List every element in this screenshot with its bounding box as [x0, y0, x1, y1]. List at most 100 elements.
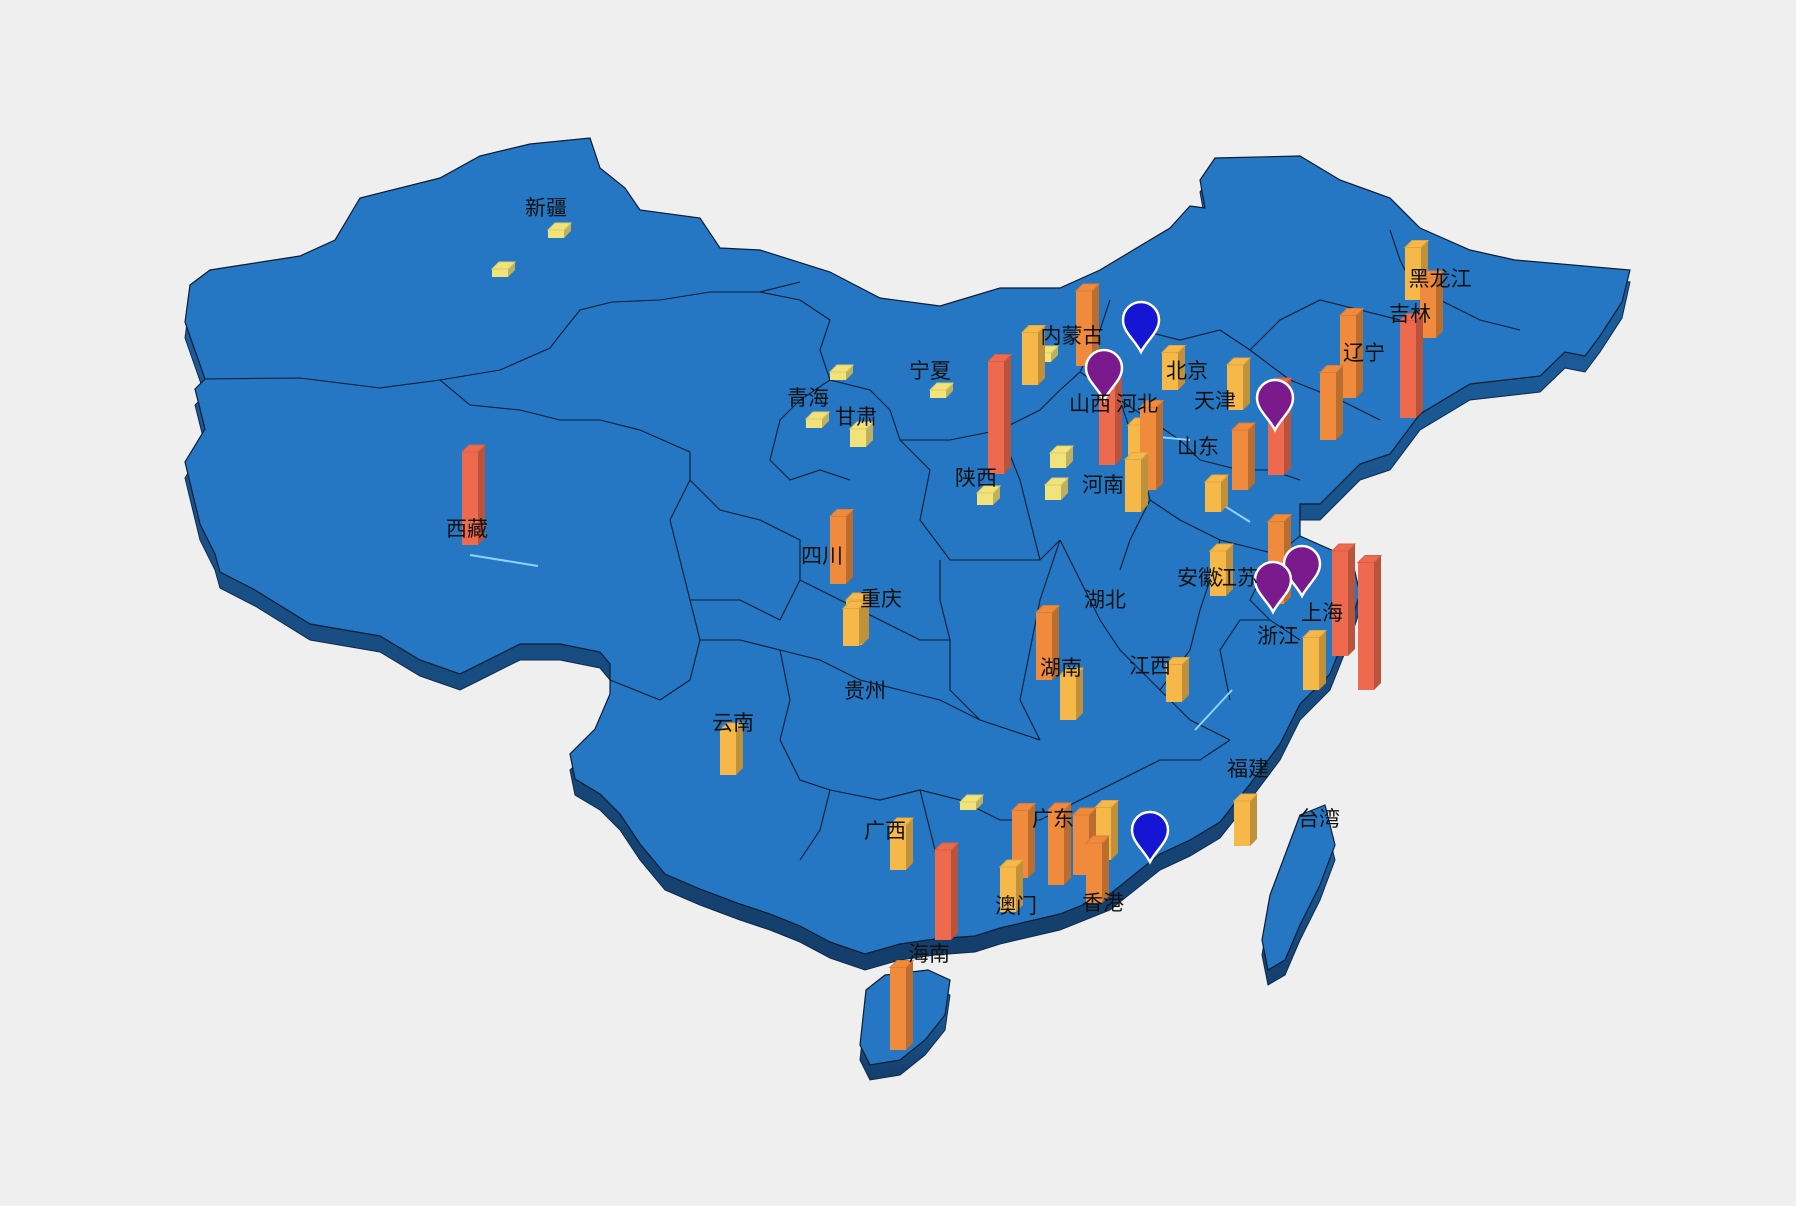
bar-front: [1086, 843, 1102, 903]
bar-top: [1123, 452, 1150, 460]
bar-neimenggu[interactable]: [1020, 325, 1047, 386]
bar-top: [1230, 422, 1257, 431]
pin-shanxi-marker[interactable]: [1084, 348, 1124, 403]
province-label-ningxia: 宁夏: [909, 359, 951, 383]
bar-side: [1356, 308, 1363, 398]
bar-sichuan[interactable]: [828, 509, 855, 585]
bar-ningxia[interactable]: [928, 382, 955, 398]
bar-henan[interactable]: [1123, 452, 1150, 513]
province-label-sichuan: 四川: [801, 544, 843, 568]
bar-side: [1348, 544, 1355, 656]
bar-tianjin[interactable]: [1225, 357, 1252, 410]
bar-top: [1208, 543, 1235, 552]
bar-zhejiang[interactable]: [1301, 630, 1328, 691]
bar-shaanxi[interactable]: [975, 485, 1002, 505]
bar-side: [1221, 475, 1228, 512]
province-label-tianjin: 天津: [1194, 389, 1236, 413]
bar-side: [1156, 400, 1163, 490]
bar-liaoning[interactable]: [1318, 365, 1345, 441]
bar-side: [906, 960, 913, 1050]
bar-shaanxi[interactable]: [986, 354, 1013, 475]
bar-shanghai[interactable]: [1330, 543, 1357, 656]
bar-shanxi[interactable]: [1048, 445, 1075, 468]
bar-anhui[interactable]: [1208, 543, 1235, 596]
bar-top: [1225, 357, 1252, 366]
bar-henan[interactable]: [1043, 477, 1070, 500]
bar-front: [1332, 551, 1348, 656]
pin-guangdong-marker[interactable]: [1130, 810, 1170, 865]
bar-liaoning[interactable]: [1338, 308, 1365, 399]
bar-front: [548, 230, 564, 238]
bar-yunnan[interactable]: [718, 722, 745, 775]
bar-top: [1418, 270, 1445, 279]
province-label-qinghai: 青海: [787, 386, 829, 410]
bar-top: [828, 509, 855, 517]
bar-guangdong[interactable]: [1046, 802, 1073, 885]
bar-guangxi[interactable]: [888, 817, 915, 870]
bar-gansu[interactable]: [848, 421, 875, 447]
province-label-hubei: 湖北: [1084, 588, 1126, 612]
bar-side: [1038, 325, 1045, 385]
province-label-gansu: 甘肃: [835, 405, 877, 429]
bar-front: [1036, 612, 1052, 680]
bar-side: [736, 723, 743, 775]
province-label-xinjiang: 新疆: [525, 196, 567, 220]
bar-top: [888, 817, 915, 826]
bar-hunan[interactable]: [1058, 667, 1085, 720]
pin-icon: [1130, 810, 1170, 865]
bar-side: [866, 422, 873, 447]
bar-top: [1203, 474, 1230, 483]
bar-top: [1138, 400, 1165, 408]
bar-xizang[interactable]: [460, 444, 487, 545]
bar-front: [1234, 801, 1250, 846]
bar-zhejiang[interactable]: [1356, 555, 1383, 691]
bar-hubei[interactable]: [1034, 605, 1061, 681]
bar-side: [846, 509, 853, 584]
bar-gansu[interactable]: [828, 364, 855, 380]
province-label-shanxi: 山西: [1069, 392, 1111, 416]
bar-side: [508, 262, 515, 277]
bar-top: [1010, 803, 1037, 811]
bar-top: [1020, 325, 1047, 333]
bar-top: [1084, 835, 1111, 844]
bar-shandong[interactable]: [1203, 474, 1230, 512]
province-label-shanghai: 上海: [1301, 601, 1343, 625]
bar-front: [890, 967, 906, 1050]
bar-hainan[interactable]: [888, 960, 915, 1051]
bar-top: [1301, 630, 1328, 638]
bar-qinghai[interactable]: [804, 411, 831, 428]
province-label-neimenggu: 内蒙古: [1041, 324, 1104, 348]
bar-top: [848, 421, 875, 430]
bar-shandong[interactable]: [1230, 422, 1257, 490]
pin-icon: [1255, 378, 1295, 433]
bar-sichuan[interactable]: [841, 601, 868, 647]
bar-front: [1227, 365, 1243, 410]
bar-fujian[interactable]: [1232, 793, 1259, 846]
bar-aomen[interactable]: [998, 859, 1025, 912]
bar-top: [841, 601, 868, 609]
bar-hainan[interactable]: [933, 842, 960, 940]
province-borders: [204, 229, 1521, 871]
bar-liaoning[interactable]: [1398, 313, 1425, 419]
bar-jilin[interactable]: [1418, 270, 1445, 338]
bar-side: [1115, 368, 1122, 465]
bar-beijing[interactable]: [1160, 345, 1187, 391]
bar-top: [1058, 667, 1085, 676]
bar-front: [1076, 291, 1092, 366]
bar-xianggang[interactable]: [1084, 835, 1111, 903]
bar-top: [1074, 283, 1101, 292]
province-label-shandong: 山东: [1177, 435, 1219, 459]
bar-xinjiang[interactable]: [490, 261, 517, 277]
bar-neimenggu[interactable]: [1074, 283, 1101, 366]
bar-jiangxi[interactable]: [1164, 657, 1191, 703]
bar-side: [1141, 452, 1148, 512]
pin-shandong-marker[interactable]: [1255, 378, 1295, 433]
bar-xinjiang[interactable]: [546, 222, 573, 238]
bar-top: [1266, 514, 1293, 522]
bar-guizhou[interactable]: [958, 794, 985, 810]
pin-zhejiang-marker[interactable]: [1253, 560, 1293, 615]
province-label-taiwan: 台湾: [1298, 807, 1340, 831]
bar-front: [977, 493, 993, 505]
pin-beijing-marker[interactable]: [1121, 300, 1161, 355]
